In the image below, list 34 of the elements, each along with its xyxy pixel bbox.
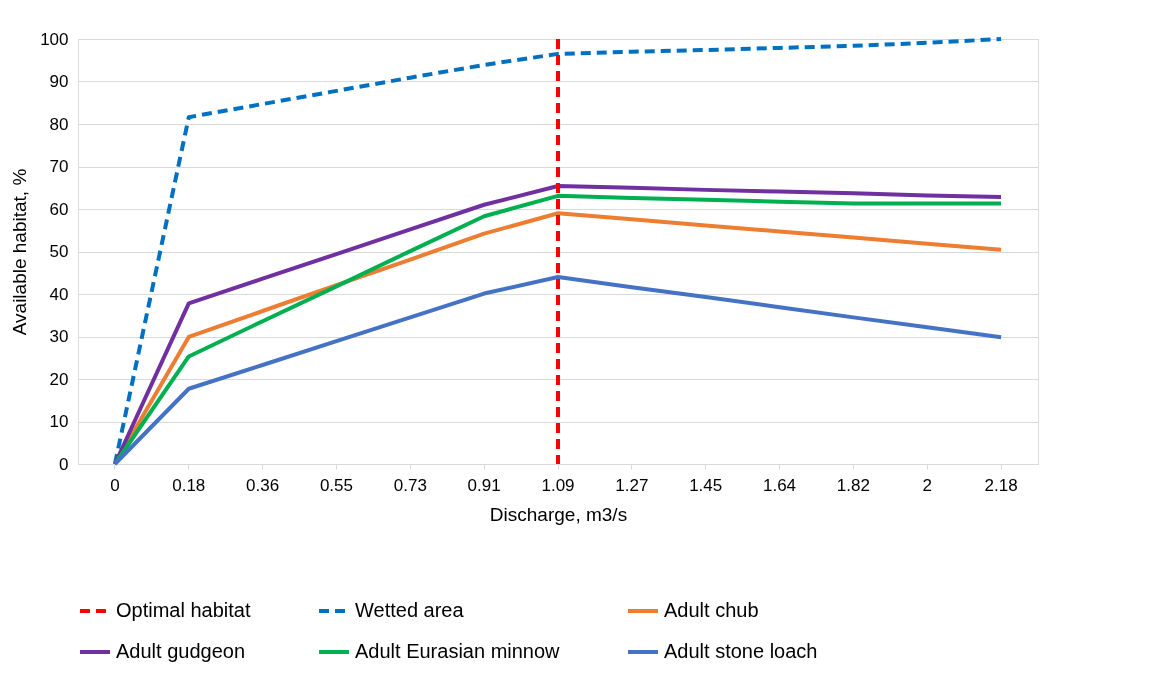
legend-label: Adult Eurasian minnow: [355, 640, 561, 662]
x-tick-label: 2.18: [984, 475, 1018, 495]
x-tick-label: 0.18: [172, 475, 206, 495]
x-tick-label: 1.82: [836, 475, 870, 495]
x-tick-label: 2: [922, 475, 932, 495]
y-tick-label: 0: [59, 454, 69, 474]
legend-label: Adult stone loach: [664, 640, 818, 662]
y-tick-label: 10: [49, 412, 69, 431]
y-tick-label: 20: [49, 369, 69, 389]
y-tick-label: 60: [49, 199, 69, 219]
x-axis-title: Discharge, m3/s: [489, 503, 628, 525]
y-tick-label: 100: [40, 29, 69, 49]
legend-label: Optimal habitat: [116, 599, 251, 621]
y-tick-label: 80: [49, 114, 69, 134]
y-tick-label: 90: [49, 72, 69, 91]
y-tick-label: 40: [49, 284, 69, 304]
y-axis-title: Available habitat, %: [9, 168, 31, 336]
y-tick-label: 50: [49, 242, 69, 261]
legend-label: Adult gudgeon: [116, 640, 246, 662]
x-tick-label: 1.27: [615, 475, 649, 495]
x-tick-label: 0.55: [319, 475, 354, 495]
legend-label: Adult chub: [664, 599, 759, 621]
line-series: [112, 275, 1004, 466]
x-tick-label: 1.64: [762, 475, 797, 495]
y-tick-label: 70: [49, 157, 69, 176]
legend-label: Wetted area: [355, 599, 465, 621]
x-tick-label: 0.73: [393, 475, 427, 495]
x-tick-label: 1.45: [689, 475, 723, 495]
line-series: [112, 37, 1004, 466]
x-tick-label: 0: [110, 475, 120, 495]
x-tick-label: 0.91: [467, 475, 501, 495]
x-tick-label: 0.36: [246, 475, 280, 495]
y-tick-label: 30: [49, 327, 69, 346]
x-tick-label: 1.09: [541, 475, 575, 495]
